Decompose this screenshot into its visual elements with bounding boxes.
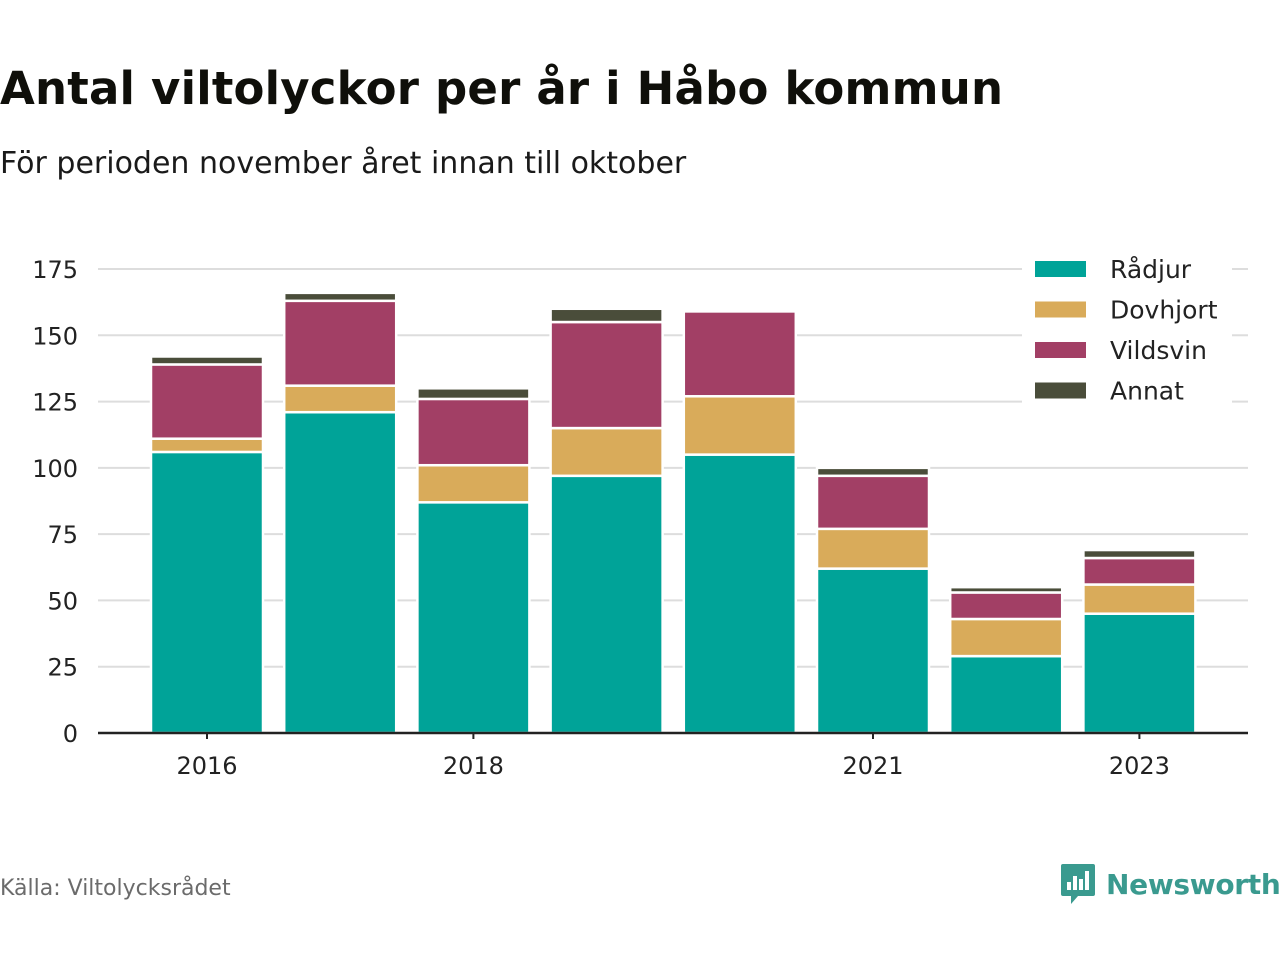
- bar-segment: [416, 501, 531, 735]
- y-tick-label: 50: [47, 587, 78, 615]
- bar-segment: [948, 591, 1064, 621]
- bar-segment: [948, 585, 1064, 594]
- legend-swatch: [1035, 382, 1086, 399]
- bar-segment: [282, 384, 398, 414]
- bar-segment: [1082, 548, 1197, 560]
- legend-swatch: [1035, 261, 1086, 277]
- bar-segment: [948, 654, 1064, 735]
- bar-segment: [149, 437, 265, 454]
- y-tick-label: 0: [63, 720, 78, 748]
- brand-logo: Newsworthy: [1060, 862, 1280, 906]
- x-tick-label: 2018: [443, 752, 504, 780]
- bar-segment: [416, 397, 531, 467]
- bar-segment: [1082, 583, 1197, 615]
- newsworthy-bar-chart-icon: [1061, 864, 1095, 904]
- bar-segment: [1082, 612, 1197, 735]
- bar-segment: [682, 310, 798, 398]
- legend-swatch: [1035, 342, 1086, 358]
- legend-swatch: [1035, 301, 1086, 318]
- bar-segment: [149, 363, 265, 440]
- bar-segment: [549, 320, 664, 430]
- x-tick-label: 2023: [1109, 752, 1170, 780]
- bar-segment: [282, 291, 398, 303]
- brand-name: Newsworthy: [1106, 867, 1280, 901]
- bar-segment: [416, 463, 531, 504]
- bar-segment: [282, 410, 398, 735]
- legend-label: Dovhjort: [1110, 296, 1218, 325]
- bar-segment: [282, 299, 398, 387]
- x-tick-label: 2021: [842, 752, 903, 780]
- bar-segment: [149, 450, 265, 735]
- bar-segment: [815, 474, 931, 531]
- bar-segment: [549, 307, 664, 324]
- bar-segment: [416, 387, 531, 401]
- y-tick-label: 125: [32, 389, 78, 417]
- legend-label: Rådjur: [1110, 255, 1192, 284]
- bar-segment: [1082, 556, 1197, 586]
- x-axis-ticks: 2016 2018 2021 2023: [176, 733, 1170, 780]
- y-axis-ticks: 0 25 50 75 100 125 150 175: [32, 256, 78, 748]
- y-tick-label: 100: [32, 455, 78, 483]
- chart-subtitle: För perioden november året innan till ok…: [0, 146, 687, 181]
- bar-segment: [149, 355, 265, 366]
- bar-segment: [815, 466, 931, 478]
- bars: [149, 291, 1197, 735]
- bar-segment: [815, 527, 931, 570]
- y-tick-label: 150: [32, 322, 78, 350]
- legend: Rådjur Dovhjort Vildsvin Annat: [1022, 248, 1232, 406]
- bar-segment: [549, 474, 664, 735]
- y-tick-label: 25: [47, 654, 78, 682]
- y-tick-label: 75: [47, 521, 78, 549]
- bar-segment: [682, 395, 798, 456]
- x-tick-label: 2016: [176, 752, 237, 780]
- legend-label: Vildsvin: [1110, 336, 1207, 365]
- bar-segment: [682, 453, 798, 735]
- bar-segment: [948, 617, 1064, 658]
- bar-segment: [815, 567, 931, 735]
- chart-title: Antal viltolyckor per år i Håbo kommun: [0, 62, 1004, 115]
- legend-label: Annat: [1110, 377, 1184, 406]
- y-tick-label: 175: [32, 256, 78, 284]
- source-note: Källa: Viltolycksrådet: [0, 876, 231, 901]
- bar-segment: [549, 426, 664, 478]
